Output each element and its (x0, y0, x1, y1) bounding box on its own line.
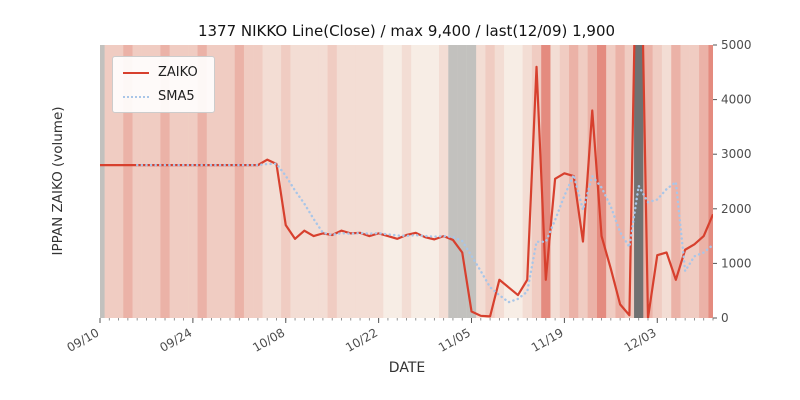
day-band (123, 45, 133, 318)
x-tick-label: 09/24 (157, 325, 194, 354)
day-band (624, 45, 635, 318)
day-band (708, 45, 713, 318)
day-band (401, 45, 412, 318)
day-band (606, 45, 616, 318)
legend: ZAIKO SMA5 (112, 56, 215, 113)
day-band (281, 45, 291, 318)
day-band (141, 45, 152, 318)
y-tick-label: 3000 (721, 147, 752, 161)
x-tick-label: 12/03 (622, 325, 659, 354)
x-axis-label: DATE (388, 360, 426, 376)
day-band (652, 45, 662, 318)
day-band (392, 45, 402, 318)
day-band (559, 45, 570, 318)
day-band (615, 45, 625, 318)
day-band (494, 45, 505, 318)
x-tick-label: 09/10 (65, 325, 102, 354)
day-band (104, 45, 114, 318)
day-band (457, 45, 467, 318)
y-axis-label: IPPAN ZAIKO (volume) (50, 106, 66, 256)
day-band (466, 45, 477, 318)
day-band (160, 45, 170, 318)
day-band (271, 45, 282, 318)
day-band (113, 45, 124, 318)
y-tick-label: 5000 (721, 38, 752, 52)
day-band (689, 45, 700, 318)
x-tick-label: 10/22 (343, 325, 380, 354)
day-band (243, 45, 254, 318)
y-tick-label: 4000 (721, 93, 752, 107)
day-band (671, 45, 681, 318)
sma5-line-swatch-icon (123, 95, 149, 98)
day-band (504, 45, 514, 318)
day-band (485, 45, 495, 318)
day-band (197, 45, 207, 318)
bands-layer (100, 45, 713, 318)
day-band (448, 45, 458, 318)
y-tick-label: 0 (721, 311, 729, 325)
day-band (216, 45, 226, 318)
day-band (513, 45, 523, 318)
day-band (596, 45, 607, 318)
day-band (299, 45, 309, 318)
day-band (373, 45, 384, 318)
day-band (429, 45, 440, 318)
day-band (225, 45, 235, 318)
day-band (327, 45, 337, 318)
day-band (178, 45, 189, 318)
day-band (308, 45, 319, 318)
day-band (253, 45, 263, 318)
legend-item-sma5: SMA5 (123, 89, 198, 104)
day-band (541, 45, 551, 318)
day-band (439, 45, 449, 318)
day-band (318, 45, 328, 318)
day-band (420, 45, 430, 318)
day-band (661, 45, 672, 318)
y-axis: 0 1000 2000 3000 4000 5000 (713, 38, 752, 325)
zaiko-line-swatch-icon (123, 71, 149, 74)
day-band (476, 45, 486, 318)
day-band (262, 45, 272, 318)
legend-label-sma5: SMA5 (158, 89, 195, 104)
legend-label-zaiko: ZAIKO (158, 65, 198, 80)
x-tick-label: 10/08 (250, 325, 287, 354)
day-band (383, 45, 393, 318)
day-band (234, 45, 244, 318)
day-band (578, 45, 588, 318)
day-band (169, 45, 179, 318)
day-band (132, 45, 142, 318)
day-band (411, 45, 421, 318)
legend-item-zaiko: ZAIKO (123, 65, 198, 80)
day-band (699, 45, 709, 318)
day-band (364, 45, 374, 318)
x-tick-label: 11/05 (436, 325, 473, 354)
day-band (531, 45, 542, 318)
sma5-line (135, 162, 713, 304)
day-band (290, 45, 300, 318)
day-band (188, 45, 198, 318)
x-tick-label: 11/19 (529, 325, 566, 354)
day-band (522, 45, 532, 318)
day-band (587, 45, 597, 318)
day-band (100, 45, 105, 318)
day-band (346, 45, 356, 318)
day-band (355, 45, 365, 318)
day-band (206, 45, 217, 318)
y-tick-label: 1000 (721, 256, 752, 270)
day-band (634, 45, 644, 318)
day-band (151, 45, 161, 318)
day-band (643, 45, 653, 318)
x-axis: 09/10 09/24 10/08 10/22 11/05 11/19 12/03 (65, 318, 714, 355)
y-tick-label: 2000 (721, 202, 752, 216)
day-band (680, 45, 690, 318)
chart-title: 1377 NIKKO Line(Close) / max 9,400 / las… (197, 22, 616, 40)
day-band (336, 45, 347, 318)
series-layer (100, 45, 713, 318)
